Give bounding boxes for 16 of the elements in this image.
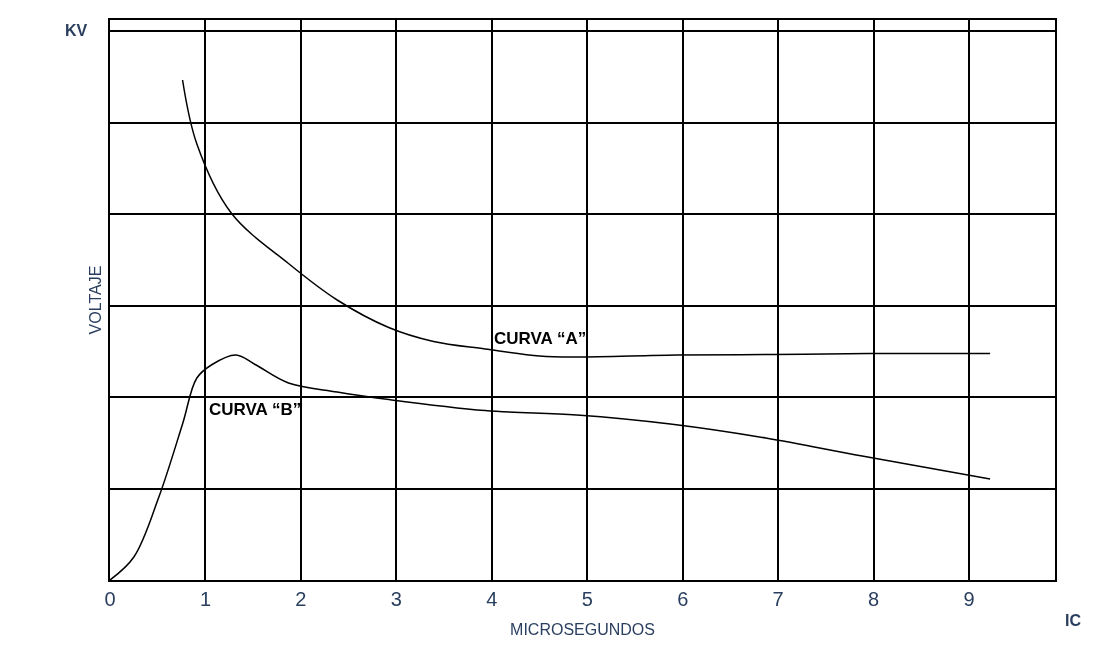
x-tick-label: 3: [390, 588, 402, 610]
x-tick-label: 4: [486, 588, 498, 610]
text: KV: [65, 22, 88, 39]
x-tick-label: 6: [677, 588, 689, 610]
x-tick-label: 5: [581, 588, 593, 610]
series-label: CURVA “B”: [209, 400, 302, 419]
x-tick-label: 9: [963, 588, 975, 610]
text: IC: [1065, 612, 1082, 629]
x-tick-label: 0: [104, 588, 116, 610]
x-tick-label: 8: [868, 588, 880, 610]
series-label: CURVA “A”: [494, 329, 587, 348]
x-tick-label: 2: [295, 588, 307, 610]
y-axis-title: VOLTAJE: [87, 265, 105, 335]
x-tick-label: 7: [772, 588, 784, 610]
x-axis-title: MICROSEGUNDOS: [510, 621, 655, 639]
x-tick-label: 1: [199, 588, 212, 610]
